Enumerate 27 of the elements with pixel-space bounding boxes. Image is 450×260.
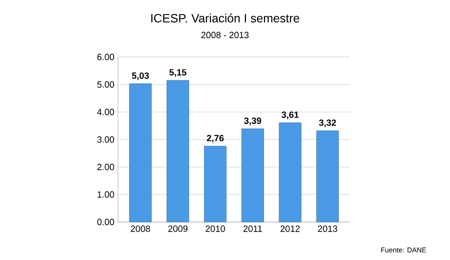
x-tick-label: 2008 [130, 226, 150, 232]
bar [204, 146, 226, 222]
chart-title: ICESP. Variación I semestre [151, 14, 300, 22]
x-tick-label: 2013 [318, 226, 338, 232]
y-tick-label: 0.00 [97, 218, 114, 226]
x-tick-label: 2012 [280, 226, 300, 232]
bar [278, 122, 302, 222]
data-label: 5,15 [169, 69, 186, 77]
bar [166, 80, 190, 222]
y-tick-label: 3.00 [97, 136, 114, 143]
data-label: 5,03 [132, 72, 149, 80]
data-label: 3,32 [318, 119, 336, 128]
chart-subtitle: 2008 - 2013 [201, 32, 249, 38]
y-tick-label: 6.00 [97, 54, 114, 60]
data-label: 3,61 [282, 112, 299, 120]
bar [242, 128, 264, 222]
y-tick-label: 2.00 [97, 164, 114, 170]
bar [316, 130, 339, 222]
data-label: 2,76 [206, 134, 224, 143]
y-tick-label: 1.00 [98, 191, 114, 198]
x-tick-label: 2010 [206, 226, 225, 232]
x-tick-label: 2011 [243, 226, 262, 232]
y-tick-label: 5.00 [97, 81, 114, 88]
y-tick-label: 4.00 [97, 108, 114, 116]
data-label: 3,39 [244, 118, 262, 126]
x-tick-label: 2009 [168, 226, 188, 232]
bar [129, 83, 152, 222]
